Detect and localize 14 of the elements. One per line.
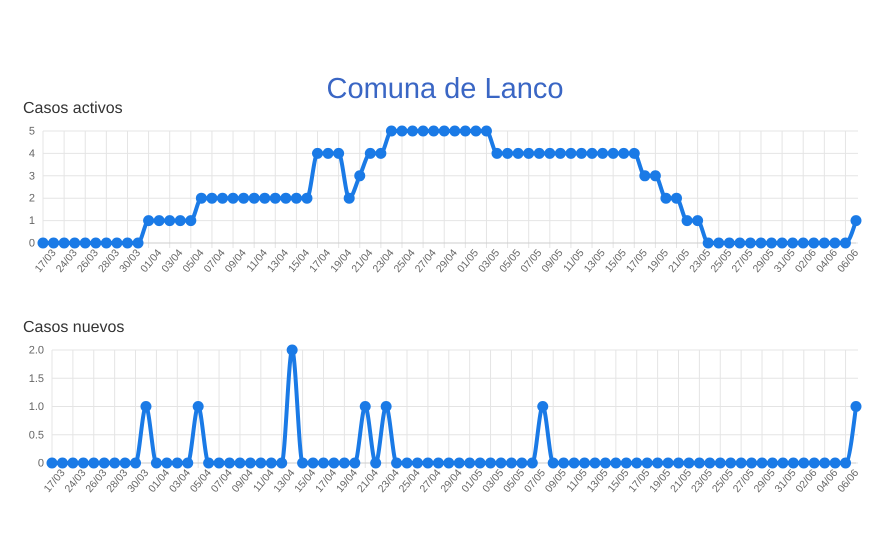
y-tick-label: 1.0 bbox=[28, 401, 44, 414]
chart-subtitle: Casos activos bbox=[23, 100, 123, 117]
y-tick-label: 0 bbox=[28, 238, 35, 250]
y-tick-label: 4 bbox=[28, 148, 35, 160]
chart-title: Comuna de Lanco bbox=[326, 73, 564, 105]
y-tick-label: 1.5 bbox=[28, 372, 44, 385]
y-tick-label: 3 bbox=[28, 170, 35, 182]
y-tick-label: 2 bbox=[28, 192, 35, 205]
y-tick-label: 0 bbox=[38, 458, 44, 470]
y-tick-label: 2.0 bbox=[28, 344, 44, 357]
chart-title: Casos nuevos bbox=[23, 319, 124, 336]
y-tick-label: 1 bbox=[28, 215, 35, 228]
y-tick-label: 5 bbox=[28, 126, 35, 138]
y-tick-label: 0.5 bbox=[28, 429, 44, 442]
